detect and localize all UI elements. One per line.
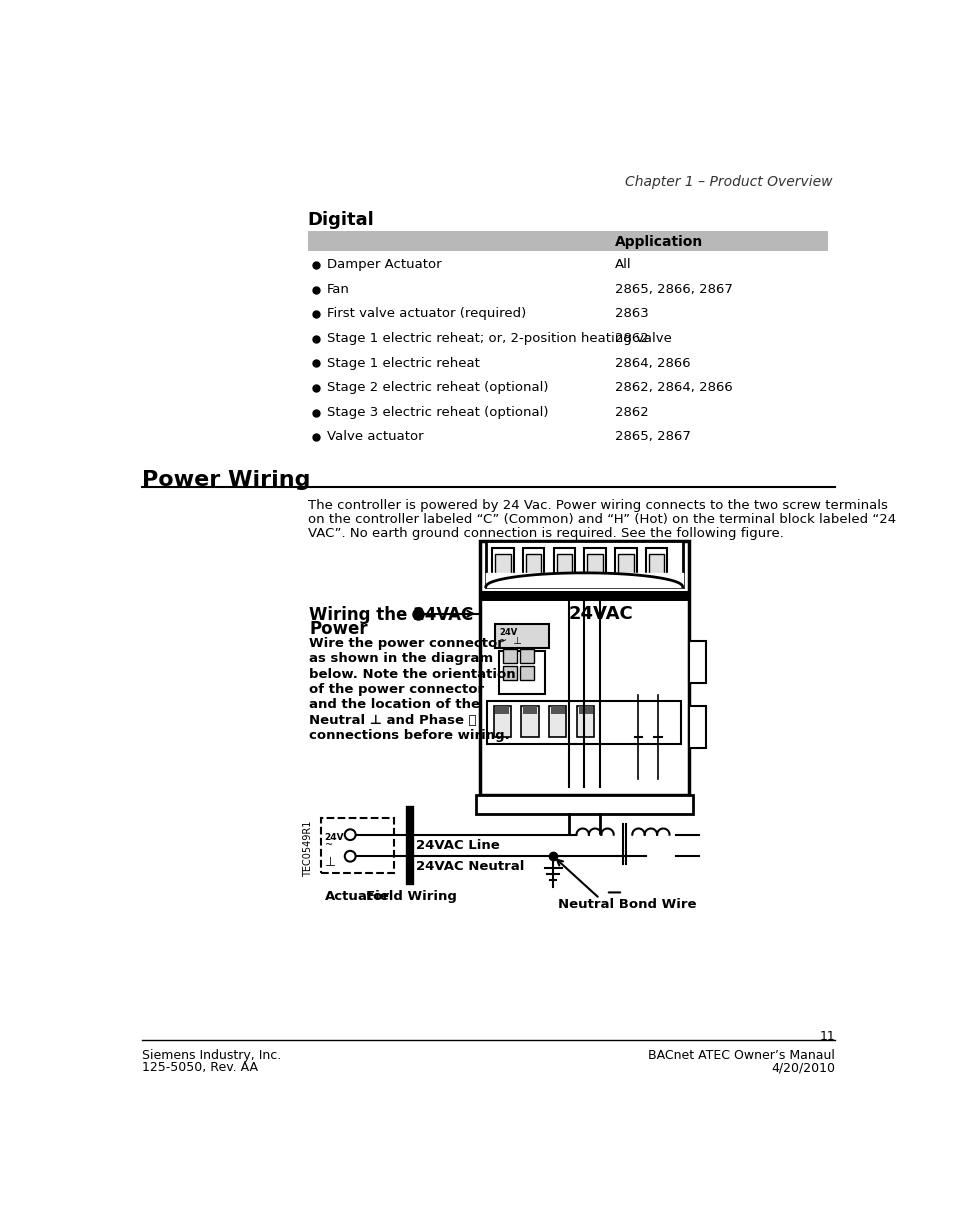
Bar	[492, 548, 513, 580]
Text: 24VAC Neutral: 24VAC Neutral	[416, 860, 524, 873]
Text: Application: Application	[615, 235, 702, 249]
Bar	[485, 541, 682, 586]
Text: 125-5050, Rev. AA: 125-5050, Rev. AA	[142, 1061, 258, 1074]
Text: 4/20/2010: 4/20/2010	[771, 1061, 835, 1074]
Text: and the location of the: and the location of the	[309, 699, 479, 711]
Bar	[487, 701, 680, 744]
Text: All: All	[615, 257, 631, 271]
Bar	[587, 554, 602, 575]
Text: First valve actuator (required): First valve actuator (required)	[327, 307, 526, 320]
Text: Actuator: Actuator	[325, 890, 390, 903]
Text: Damper Actuator: Damper Actuator	[327, 257, 441, 271]
Text: Stage 3 electric reheat (optional): Stage 3 electric reheat (optional)	[327, 405, 548, 419]
Text: 2862: 2862	[615, 405, 648, 419]
Text: of the power connector: of the power connector	[309, 683, 484, 696]
Bar	[556, 554, 572, 575]
Text: Fan: Fan	[327, 282, 350, 296]
Text: Stage 1 electric reheat: Stage 1 electric reheat	[327, 356, 479, 370]
Text: 2862, 2864, 2866: 2862, 2864, 2866	[615, 381, 732, 394]
Text: as shown in the diagram: as shown in the diagram	[309, 652, 493, 665]
Text: 2864, 2866: 2864, 2866	[615, 356, 690, 370]
Text: Wire the power connector: Wire the power connector	[309, 637, 503, 649]
Text: The controller is powered by 24 Vac. Power wiring connects to the two screw term: The controller is powered by 24 Vac. Pow…	[307, 499, 886, 513]
Bar	[525, 554, 540, 575]
Text: connections before wiring.: connections before wiring.	[309, 729, 509, 742]
Bar	[618, 554, 633, 575]
Text: Digital: Digital	[307, 211, 374, 229]
Text: ~  ⊥: ~ ⊥	[498, 636, 521, 646]
Bar	[577, 706, 594, 737]
Bar	[320, 818, 394, 873]
Bar	[583, 548, 605, 580]
Text: Neutral ⊥ and Phase Ⓑ: Neutral ⊥ and Phase Ⓑ	[309, 713, 476, 727]
Text: Power Wiring: Power Wiring	[142, 469, 311, 489]
Bar	[648, 554, 663, 575]
Bar	[550, 706, 564, 713]
Bar	[502, 649, 517, 663]
Bar	[615, 548, 636, 580]
Text: 2865, 2866, 2867: 2865, 2866, 2867	[615, 282, 732, 296]
Bar	[307, 230, 827, 251]
Text: 2862: 2862	[615, 331, 648, 345]
Bar	[519, 667, 534, 680]
Text: Stage 1 electric reheat; or, 2-position heating valve: Stage 1 electric reheat; or, 2-position …	[327, 331, 671, 345]
Bar	[688, 706, 705, 748]
Bar	[578, 706, 592, 713]
Text: Power: Power	[309, 620, 367, 638]
Bar	[522, 706, 537, 713]
Bar	[495, 554, 510, 575]
Bar	[645, 548, 667, 580]
Text: TEC0549R1: TEC0549R1	[302, 821, 313, 877]
Bar	[519, 649, 534, 663]
Bar	[476, 795, 692, 814]
Text: 24V: 24V	[498, 628, 517, 637]
Text: on the controller labeled “C” (Common) and “H” (Hot) on the terminal block label: on the controller labeled “C” (Common) a…	[307, 513, 895, 526]
Text: ~: ~	[324, 840, 333, 850]
Text: Chapter 1 – Product Overview: Chapter 1 – Product Overview	[624, 175, 831, 188]
Bar	[553, 548, 575, 580]
Text: VAC”. No earth ground connection is required. See the following figure.: VAC”. No earth ground connection is requ…	[307, 526, 782, 540]
Bar	[688, 641, 705, 683]
Bar	[495, 706, 509, 713]
Bar	[493, 706, 510, 737]
Bar	[549, 706, 566, 737]
Bar	[498, 652, 545, 694]
Text: 2865, 2867: 2865, 2867	[615, 430, 690, 444]
Text: 24VAC: 24VAC	[568, 605, 633, 623]
Circle shape	[344, 829, 355, 840]
Bar	[522, 548, 544, 580]
Text: Wiring the 24VAC: Wiring the 24VAC	[309, 606, 473, 623]
Text: Siemens Industry, Inc.: Siemens Industry, Inc.	[142, 1048, 281, 1062]
Text: below. Note the orientation: below. Note the orientation	[309, 668, 516, 680]
Bar	[495, 625, 549, 648]
Bar	[502, 667, 517, 680]
Text: Neutral Bond Wire: Neutral Bond Wire	[558, 898, 696, 910]
Text: BACnet ATEC Owner’s Manaul: BACnet ATEC Owner’s Manaul	[648, 1048, 835, 1062]
Text: 11: 11	[819, 1030, 835, 1044]
Text: Stage 2 electric reheat (optional): Stage 2 electric reheat (optional)	[327, 381, 548, 394]
Text: ⊥: ⊥	[324, 856, 335, 870]
Text: Field Wiring: Field Wiring	[366, 890, 456, 903]
Text: 24VAC Line: 24VAC Line	[416, 839, 499, 851]
Circle shape	[344, 851, 355, 861]
Bar	[479, 541, 688, 795]
Text: 24V: 24V	[324, 833, 344, 843]
Bar	[521, 706, 537, 737]
Text: Valve actuator: Valve actuator	[327, 430, 423, 444]
Bar	[479, 590, 688, 601]
Text: 2863: 2863	[615, 307, 648, 320]
